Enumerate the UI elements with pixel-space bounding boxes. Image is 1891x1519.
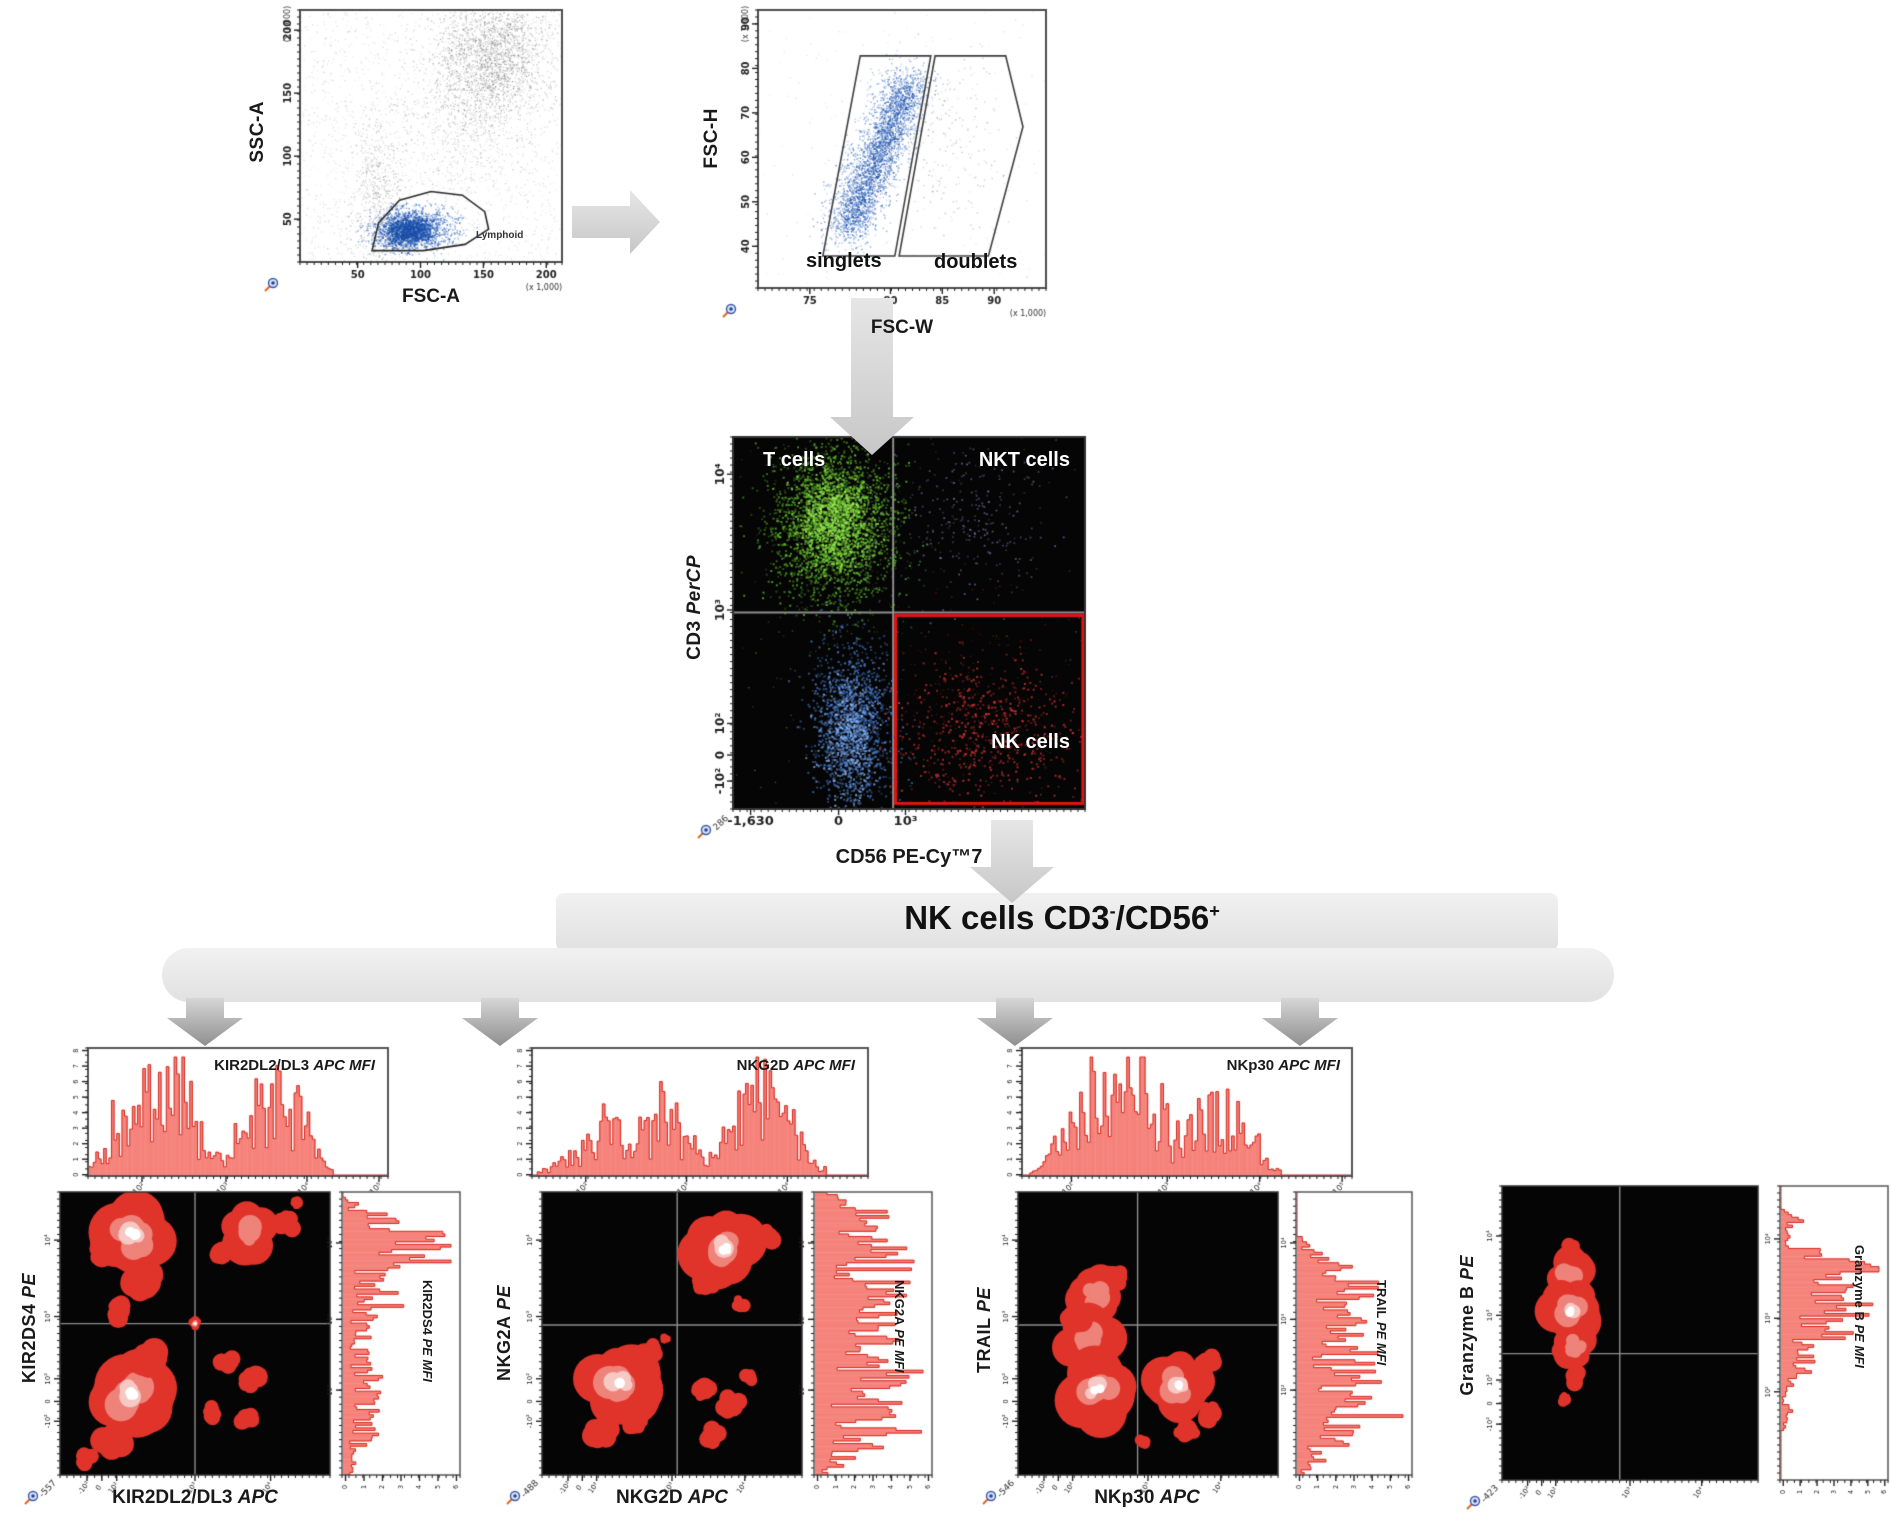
- lymphoid-gate-label: Lymphoid: [476, 230, 524, 241]
- panelB-x-axis-label: FSC-W: [870, 317, 934, 338]
- panelA-y-axis-label: SSC-A: [247, 101, 268, 163]
- nkg2d-x-axis-label: NKG2D APC: [616, 1487, 728, 1508]
- panelC-y-axis-label: CD3 PerCP: [684, 555, 705, 660]
- singlets-gate-label: singlets: [806, 250, 882, 272]
- granzymeb-y-axis-label: Granzyme B PE: [1457, 1255, 1477, 1396]
- kir2dl2dl3-x-axis-label: KIR2DL2/DL3 APC: [112, 1487, 278, 1508]
- nkp30-hist-title: NKp30 APC MFI: [1226, 1057, 1340, 1074]
- nkp30-x-axis-label: NKp30 APC: [1094, 1487, 1200, 1508]
- panelB-y-axis-label: FSC-H: [701, 108, 722, 169]
- panelA-x-axis-label: FSC-A: [401, 286, 461, 307]
- trail-right-hist-label: TRAIL PE MFI: [1374, 1280, 1389, 1366]
- panelC-x-axis-label: CD56 PE-Cy™7: [835, 846, 983, 868]
- kir2ds4-right-hist-label: KIR2DS4 PE MFI: [420, 1280, 435, 1382]
- nkt-cells-quadrant-label: NKT cells: [978, 449, 1070, 471]
- nk-cells-gate-label: NK cells: [991, 731, 1070, 753]
- nkg2a-right-hist-label: NKG2A PE MFI: [892, 1280, 907, 1373]
- t-cells-quadrant-label: T cells: [763, 449, 826, 471]
- nkg2a-y-axis-label: NKG2A PE: [494, 1285, 514, 1382]
- nkg2d-hist-title: NKG2D APC MFI: [736, 1057, 855, 1074]
- granzymeb-right-hist-label: Granzyme B PE MFI: [1852, 1245, 1867, 1368]
- kir2ds4-y-axis-label: KIR2DS4 PE: [19, 1273, 39, 1384]
- trail-y-axis-label: TRAIL PE: [974, 1287, 994, 1374]
- kir-hist-title: KIR2DL2/DL3 APC MFI: [214, 1057, 375, 1074]
- doublets-gate-label: doublets: [934, 251, 1018, 273]
- nk-cells-banner: NK cells CD3-/CD56+: [904, 899, 1220, 936]
